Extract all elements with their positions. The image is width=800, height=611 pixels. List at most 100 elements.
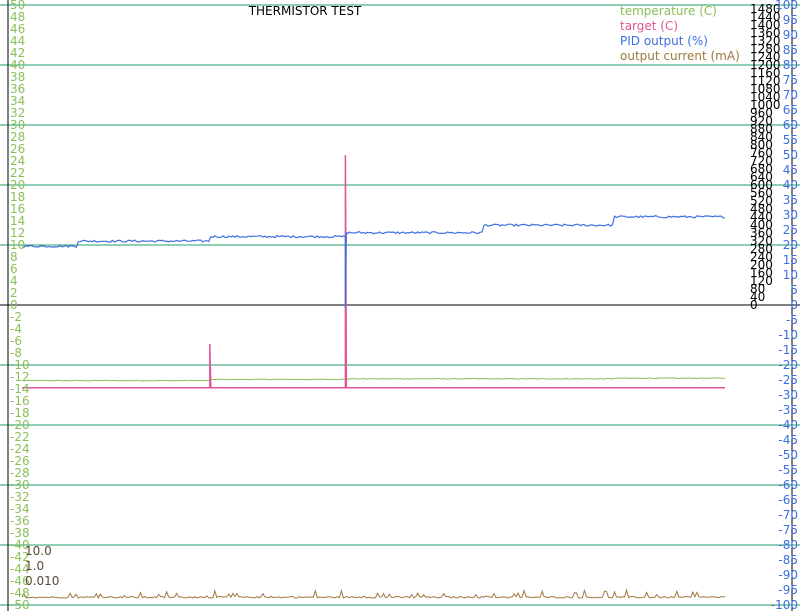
pid-tick-label: 25	[783, 223, 798, 237]
current-tick-label: 40	[750, 290, 765, 304]
temperature-tick-label: -46	[10, 574, 30, 588]
current-tick-label: 640	[750, 170, 773, 184]
temperature-tick-label: -28	[10, 466, 30, 480]
pid-tick-label: -35	[778, 403, 798, 417]
current-tick-label: 1160	[750, 66, 781, 80]
temperature-tick-label: 32	[10, 106, 25, 120]
temperature-tick-label: 30	[10, 118, 25, 132]
temperature-tick-label: 20	[10, 178, 25, 192]
current-tick-label: 1480	[750, 2, 781, 16]
pid-tick-label: 20	[783, 238, 798, 252]
pid-tick-label: -15	[778, 343, 798, 357]
current-tick-label: 1240	[750, 50, 781, 64]
pid-tick-label: -65	[778, 493, 798, 507]
temperature-tick-label: -36	[10, 514, 30, 528]
pid-tick-label: 60	[783, 118, 798, 132]
pid-tick-label: 10	[783, 268, 798, 282]
current-tick-label: 600	[750, 178, 773, 192]
legend-entry-target: target (C)	[620, 19, 678, 33]
current-tick-label: 320	[750, 234, 773, 248]
series-output-current	[21, 588, 725, 600]
temperature-tick-label: 38	[10, 70, 25, 84]
current-tick-label: 520	[750, 194, 773, 208]
current-tick-label: 280	[750, 242, 773, 256]
current-tick-label: 400	[750, 218, 773, 232]
current-tick-label: 960	[750, 106, 773, 120]
pid-tick-label: 50	[783, 148, 798, 162]
current-tick-label: 480	[750, 202, 773, 216]
temperature-tick-label: -4	[10, 322, 22, 336]
pid-tick-label: 55	[783, 133, 798, 147]
temperature-tick-label: 26	[10, 142, 25, 156]
current-tick-label: 80	[750, 282, 765, 296]
chart-title: THERMISTOR TEST	[248, 4, 362, 18]
current-tick-label: 800	[750, 138, 773, 152]
temperature-tick-label: -10	[10, 358, 30, 372]
temperature-tick-label: 46	[10, 22, 25, 36]
temperature-tick-label: -44	[10, 562, 30, 576]
temperature-tick-label: 6	[10, 262, 18, 276]
temperature-tick-label: 40	[10, 58, 25, 72]
pid-tick-label: 35	[783, 193, 798, 207]
temperature-tick-label: -8	[10, 346, 22, 360]
log-label-0010: 0.010	[25, 574, 59, 588]
temperature-tick-label: 16	[10, 202, 25, 216]
temperature-tick-label: -2	[10, 310, 22, 324]
pid-tick-label: -20	[778, 358, 798, 372]
current-tick-label: 560	[750, 186, 773, 200]
legend: temperature (C) target (C) PID output (%…	[620, 4, 740, 63]
pid-tick-label: 0	[790, 298, 798, 312]
current-tick-label: 1320	[750, 34, 781, 48]
legend-entry-output-current: output current (mA)	[620, 49, 740, 63]
temperature-tick-label: 8	[10, 250, 18, 264]
pid-tick-label: 75	[783, 73, 798, 87]
legend-entry-temperature: temperature (C)	[620, 4, 717, 18]
current-tick-label: 360	[750, 226, 773, 240]
pid-tick-label: 70	[783, 88, 798, 102]
pid-tick-label: -60	[778, 478, 798, 492]
pid-tick-label: -70	[778, 508, 798, 522]
temperature-tick-label: 28	[10, 130, 25, 144]
current-tick-label: 720	[750, 154, 773, 168]
temperature-tick-label: 22	[10, 166, 25, 180]
current-tick-label: 1000	[750, 98, 781, 112]
current-tick-label: 880	[750, 122, 773, 136]
pid-tick-label: 30	[783, 208, 798, 222]
series-layer	[21, 154, 726, 600]
temperature-tick-label: 48	[10, 10, 25, 24]
temperature-tick-label: -34	[10, 502, 30, 516]
series-target	[22, 154, 725, 389]
current-tick-label: 0	[750, 298, 758, 312]
pid-tick-label: -55	[778, 463, 798, 477]
current-tick-label: 840	[750, 130, 773, 144]
pid-tick-label: -5	[786, 313, 798, 327]
pid-tick-label: -50	[778, 448, 798, 462]
pid-tick-label: -45	[778, 433, 798, 447]
pid-tick-label: 95	[783, 13, 798, 27]
current-tick-label: 200	[750, 258, 773, 272]
temperature-tick-label: 4	[10, 274, 18, 288]
temperature-tick-label: -18	[10, 406, 30, 420]
temperature-tick-label: 36	[10, 82, 25, 96]
current-tick-label: 1200	[750, 58, 781, 72]
pid-tick-label: -85	[778, 553, 798, 567]
temperature-tick-label: -48	[10, 586, 30, 600]
temperature-tick-label: 50	[10, 0, 25, 12]
pid-tick-label: 100	[775, 0, 798, 12]
pid-tick-label: -95	[778, 583, 798, 597]
temperature-tick-label: 18	[10, 190, 25, 204]
grid-layer	[0, 4, 800, 606]
temperature-tick-label: -22	[10, 430, 30, 444]
temperature-tick-label: -50	[10, 598, 30, 611]
temperature-tick-label: 2	[10, 286, 18, 300]
temperature-tick-label: 0	[10, 298, 18, 312]
current-tick-label: 1360	[750, 26, 781, 40]
current-tick-label: 1400	[750, 18, 781, 32]
series-pid-output	[21, 215, 725, 309]
pid-tick-label: 80	[783, 58, 798, 72]
legend-entry-pid-output: PID output (%)	[620, 34, 708, 48]
pid-tick-label: 65	[783, 103, 798, 117]
pid-tick-label: 45	[783, 163, 798, 177]
temperature-tick-label: -12	[10, 370, 30, 384]
